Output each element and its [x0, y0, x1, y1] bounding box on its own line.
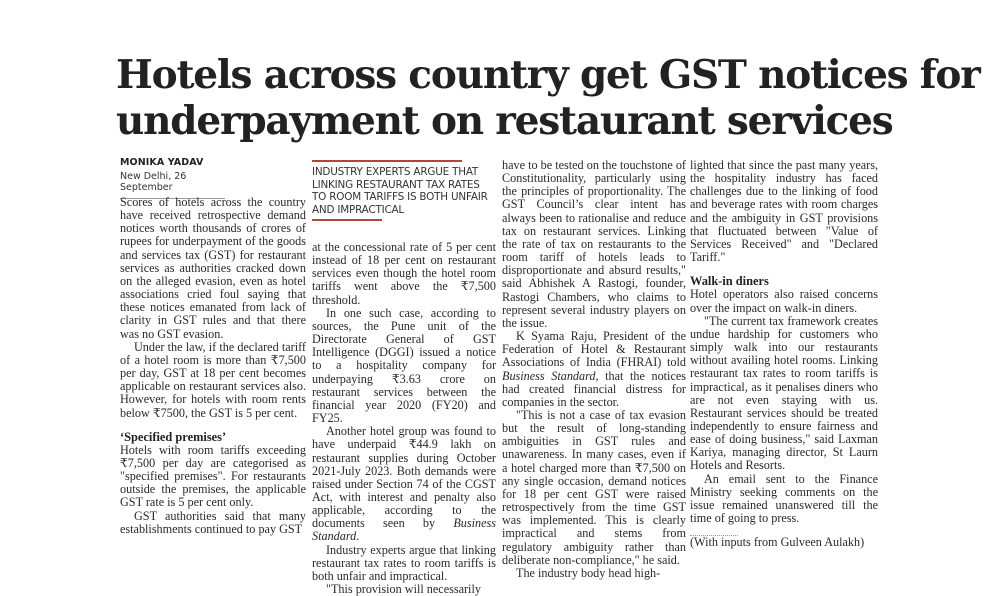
paragraph: The industry body head high-	[516, 565, 661, 580]
paragraph: "This is not a case of tax evasion but t…	[502, 407, 686, 567]
paragraph-text: K Syama Raju, President of the Federatio…	[502, 329, 686, 370]
paragraph: In one such case, according to sources, …	[312, 305, 496, 426]
paragraph: Hotel operators also raised concerns ove…	[690, 287, 878, 315]
article-column-2: at the concessional rate of 5 per cent i…	[312, 240, 496, 596]
subheading-specified-premises: ‘Specified premises’	[120, 429, 227, 444]
paragraph: have to be tested on the touchstone of C…	[502, 158, 686, 330]
dateline: New Delhi, 26 September	[120, 171, 225, 199]
pullquote-top-rule	[312, 160, 462, 162]
paragraph-text: .	[356, 529, 360, 544]
pullquote: INDUSTRY EXPERTS ARGUE THAT LINKING REST…	[312, 160, 492, 222]
paragraph-text: Another hotel group was found to have un…	[312, 424, 496, 531]
subheading-walk-in-diners: Walk-in diners	[690, 274, 769, 289]
divider	[690, 535, 738, 537]
headline-line-1: Hotels across country get GST notices fo…	[116, 52, 981, 98]
byline: MONIKA YADAV New Delhi, 26 September	[120, 157, 230, 199]
paragraph: Hotels with room tariffs exceeding ₹7,50…	[120, 442, 306, 510]
article-column-1: Scores of hotels across the country have…	[120, 195, 306, 536]
paragraph-text: , that the notices had created financial…	[502, 368, 687, 409]
paragraph: Scores of hotels across the country have…	[120, 195, 306, 341]
publication-name: Business Standard	[502, 368, 596, 383]
paragraph: Another hotel group was found to have un…	[312, 425, 496, 543]
paragraph: An email sent to the Finance Ministry se…	[690, 471, 878, 526]
article-column-4: lighted that since the past many years, …	[690, 158, 878, 550]
pullquote-text: INDUSTRY EXPERTS ARGUE THAT LINKING REST…	[312, 166, 488, 216]
paragraph: Industry experts argue that linking rest…	[312, 542, 496, 583]
article-column-3: have to be tested on the touchstone of C…	[502, 158, 687, 580]
paragraph: at the concessional rate of 5 per cent i…	[312, 240, 496, 307]
paragraph: "The current tax framework creates undue…	[690, 313, 878, 473]
publication-name: Business Standard	[312, 516, 496, 544]
headline: Hotels across country get GST notices fo…	[116, 52, 981, 144]
paragraph: Under the law, if the declared tariff of…	[120, 339, 306, 420]
paragraph: K Syama Raju, President of the Federatio…	[502, 329, 687, 409]
inputs-credit: (With inputs from Gulveen Aulakh)	[690, 535, 865, 550]
headline-line-2: underpayment on restaurant services	[116, 98, 894, 144]
paragraph: GST authorities said that many establish…	[120, 508, 306, 536]
pullquote-bottom-rule	[312, 219, 382, 222]
author-name: MONIKA YADAV	[120, 157, 204, 168]
paragraph: lighted that since the past many years, …	[690, 158, 878, 265]
